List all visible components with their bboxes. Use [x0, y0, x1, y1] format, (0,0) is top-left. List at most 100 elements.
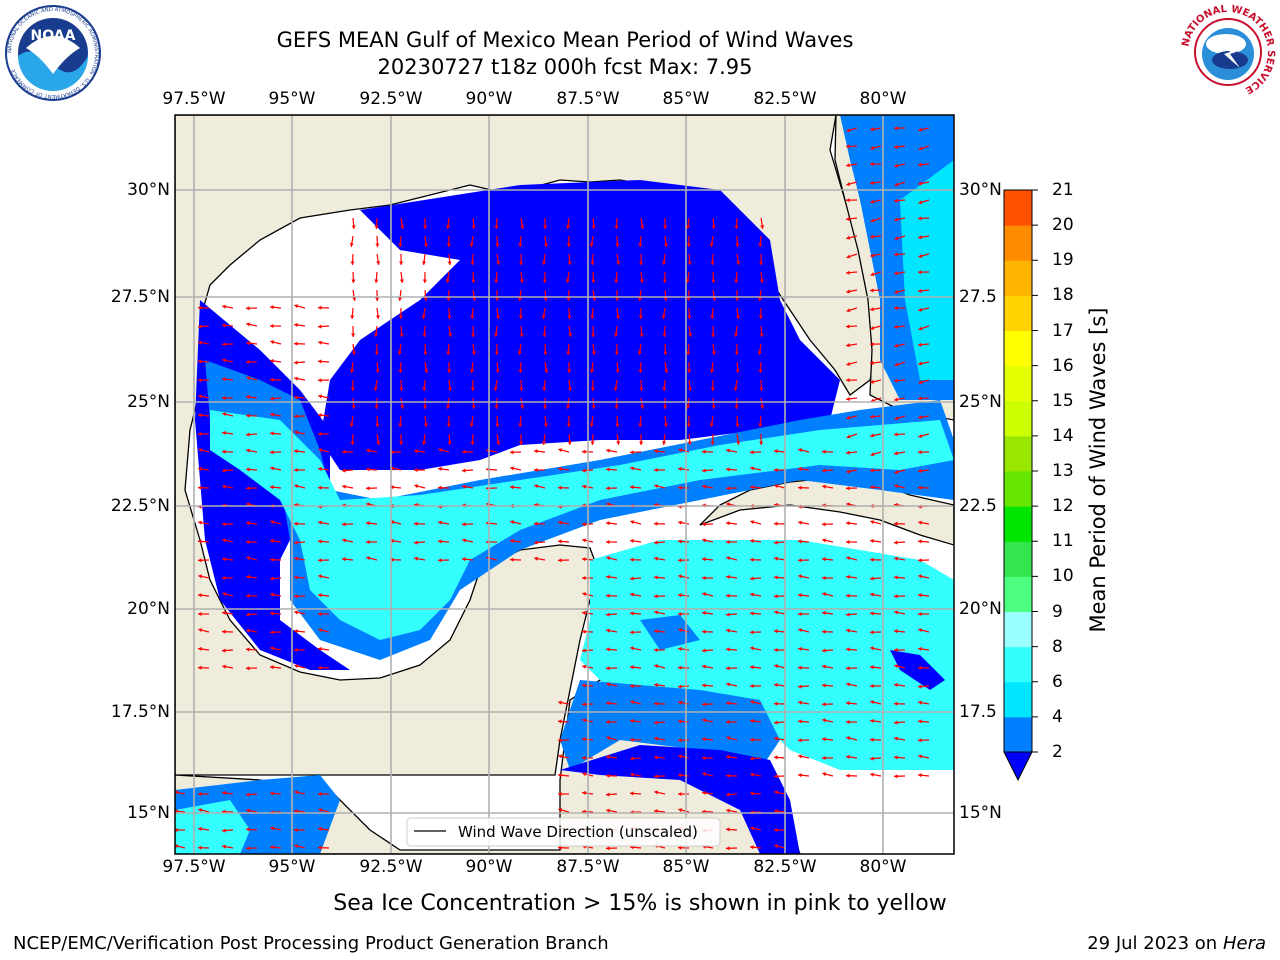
wind-wave-arrow-head: [398, 369, 403, 373]
colorbar-segment: [1004, 400, 1032, 437]
wind-wave-arrow-head: [870, 700, 875, 705]
wind-wave-arrow-head: [246, 413, 250, 418]
wind-wave-arrow-head: [687, 441, 692, 445]
wind-wave-arrow-head: [582, 755, 586, 761]
wind-wave-arrow-head: [870, 325, 875, 330]
wind-wave-arrow-head: [606, 736, 611, 741]
wind-wave-arrow-head: [726, 682, 731, 687]
wind-wave-arrow-head: [519, 279, 524, 283]
wind-wave-arrow-head: [270, 377, 274, 382]
wind-wave-arrow-head: [654, 540, 658, 545]
wind-wave-arrow-head: [350, 261, 355, 265]
wind-wave-arrow-head: [534, 484, 539, 489]
wind-wave-arrow-head: [758, 243, 763, 247]
wind-wave-arrow-head: [398, 423, 403, 427]
wind-wave-arrow-head: [198, 324, 202, 329]
wind-wave-arrow-head: [702, 610, 706, 615]
wind-wave-arrow-head: [630, 756, 634, 761]
wind-wave-arrow-head: [294, 664, 299, 669]
wind-wave-arrow-head: [702, 755, 706, 761]
wind-wave-arrow-head: [918, 307, 923, 312]
wind-wave-arrow-head: [662, 441, 667, 445]
colorbar-segment: [1004, 716, 1032, 753]
wind-wave-arrow-head: [246, 593, 250, 598]
wind-wave-arrow-head: [414, 467, 418, 473]
wind-wave-arrow-head: [246, 432, 250, 437]
wind-wave-arrow-head: [750, 737, 754, 742]
wind-wave-arrow-head: [750, 485, 754, 490]
wind-wave-arrow-head: [894, 397, 898, 402]
wind-wave-arrow-head: [606, 556, 611, 561]
wind-wave-arrow-head: [846, 181, 851, 186]
wind-wave-arrow-head: [774, 701, 778, 706]
wind-wave-arrow-head: [750, 611, 754, 616]
wind-wave-arrow-head: [558, 448, 563, 453]
wind-wave-arrow-head: [702, 790, 706, 795]
wind-wave-arrow-head: [366, 521, 370, 526]
wind-wave-arrow-head: [846, 666, 850, 671]
wind-wave-arrow-head: [318, 611, 322, 617]
wind-wave-arrow-head: [687, 387, 692, 391]
wind-wave-arrow-head: [606, 448, 610, 453]
wind-wave-arrow-head: [606, 773, 610, 778]
wind-wave-arrow-head: [270, 611, 274, 616]
wind-wave-arrow-head: [198, 558, 202, 563]
wind-wave-arrow-head: [638, 369, 643, 373]
wind-wave-arrow-head: [614, 405, 619, 409]
wind-wave-arrow-head: [654, 647, 658, 653]
wind-wave-arrow-head: [318, 539, 322, 544]
wind-wave-arrow-head: [470, 387, 475, 391]
colorbar-tick-label: 10: [1052, 566, 1074, 587]
wind-wave-arrow-head: [374, 279, 379, 283]
wind-wave-arrow-head: [222, 664, 226, 669]
wind-wave-arrow-head: [423, 405, 428, 409]
wind-wave-arrow-head: [270, 450, 274, 455]
wind-wave-arrow-head: [654, 594, 658, 599]
period-2s-region: [320, 180, 840, 470]
wind-wave-arrow-head: [638, 243, 643, 247]
wind-wave-arrow-head: [318, 845, 322, 850]
map-title: GEFS MEAN Gulf of Mexico Mean Period of …: [276, 28, 854, 52]
wind-wave-arrow-head: [615, 297, 620, 301]
wind-wave-arrow-head: [270, 646, 275, 651]
wind-wave-arrow-head: [750, 772, 754, 777]
wind-wave-arrow-head: [376, 441, 381, 445]
wind-wave-arrow-head: [894, 540, 898, 545]
wind-wave-arrow-head: [294, 790, 299, 795]
wind-wave-arrow-head: [591, 405, 596, 409]
wind-wave-arrow-head: [471, 225, 476, 229]
colorbar-label: Mean Period of Wind Waves [s]: [1086, 307, 1110, 633]
wind-wave-arrow-head: [846, 773, 850, 778]
wind-wave-arrow-head: [798, 684, 802, 689]
wind-wave-arrow-head: [558, 466, 562, 471]
wind-wave-arrow-head: [567, 315, 572, 319]
lon-tick-bottom: 82.5°W: [753, 857, 817, 877]
wind-wave-arrow-head: [399, 441, 404, 445]
wind-wave-arrow-head: [918, 361, 922, 366]
wind-wave-arrow-head: [438, 466, 442, 471]
wind-wave-arrow-head: [870, 630, 874, 635]
wind-wave-arrow-head: [798, 485, 802, 490]
wind-wave-arrow-head: [870, 611, 874, 616]
wind-wave-arrow-head: [351, 279, 356, 283]
colorbar-segment: [1004, 190, 1032, 226]
wind-wave-arrow-head: [198, 520, 202, 525]
wind-wave-arrow-head: [582, 702, 586, 707]
wind-wave-arrow-head: [222, 468, 226, 473]
wind-wave-arrow-head: [414, 484, 419, 489]
wind-wave-arrow-head: [870, 665, 874, 670]
wind-wave-arrow-head: [750, 791, 754, 796]
wind-wave-arrow-head: [567, 261, 572, 265]
colorbar-tick-label: 16: [1052, 355, 1074, 376]
wind-wave-arrow-head: [373, 387, 378, 391]
wind-wave-arrow-head: [798, 628, 803, 633]
wind-wave-arrow-head: [662, 279, 667, 283]
wind-wave-arrow-head: [294, 629, 298, 634]
wind-wave-arrow-head: [558, 700, 562, 705]
wind-wave-arrow-head: [558, 808, 563, 813]
wind-wave-arrow-head: [710, 261, 715, 265]
wind-wave-arrow-head: [846, 719, 850, 725]
wind-wave-arrow-head: [870, 342, 874, 347]
wind-wave-arrow-head: [222, 648, 226, 653]
wind-wave-arrow-head: [558, 754, 563, 759]
